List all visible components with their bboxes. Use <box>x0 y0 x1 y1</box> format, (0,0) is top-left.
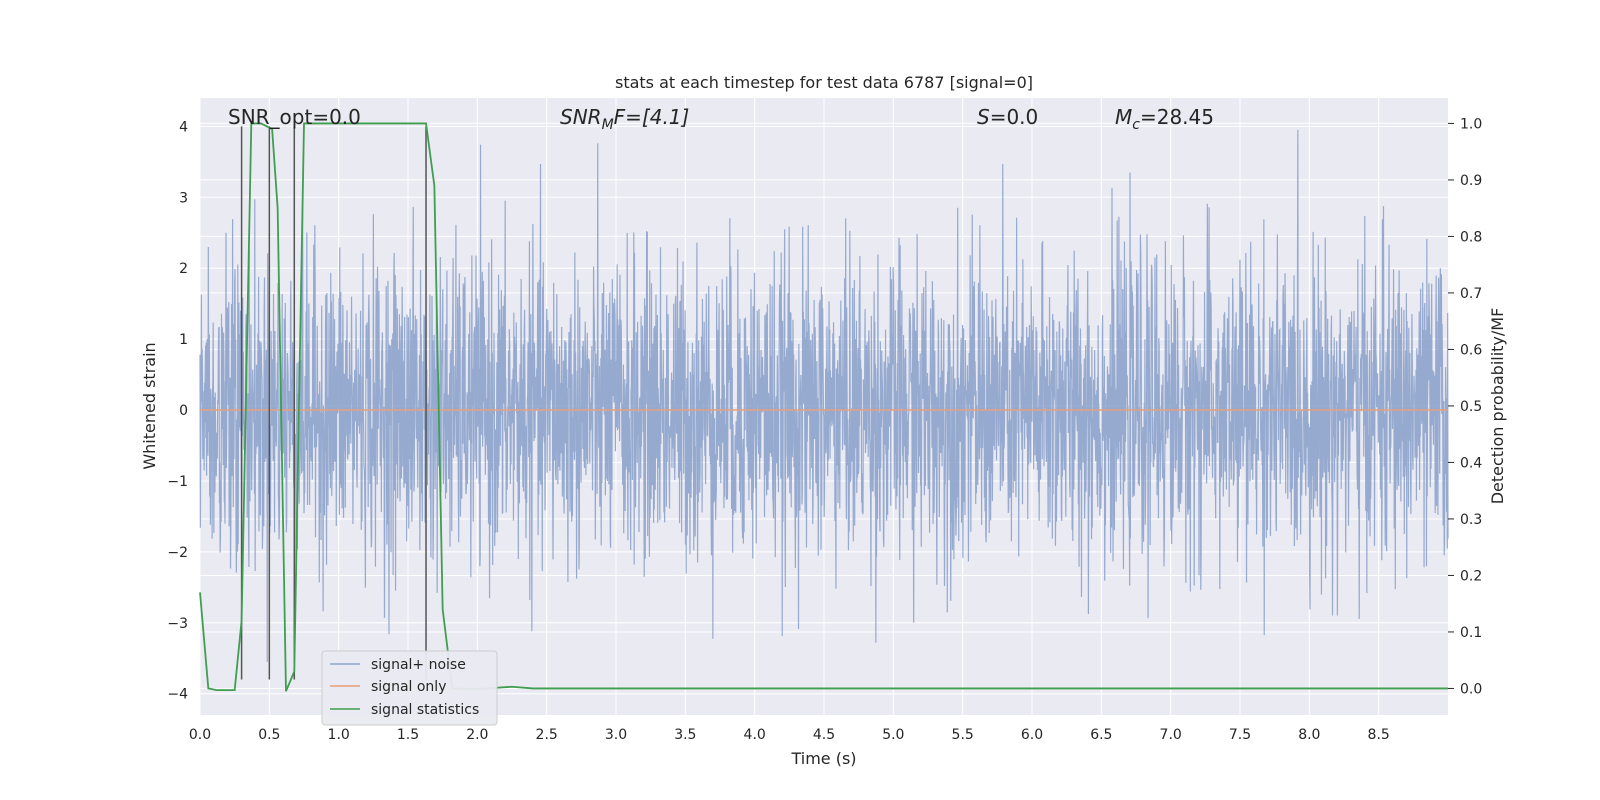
x-tick-label: 0.5 <box>258 727 280 743</box>
chart-title: stats at each timestep for test data 678… <box>615 73 1033 92</box>
x-axis-ticks: 0.0 0.5 1.0 1.5 2.0 2.5 3.0 3.5 4.0 4.5 5.0 5.5 6.0 6… <box>189 727 1390 743</box>
x-tick-label: 3.5 <box>674 727 696 743</box>
y-tick-label: 4 <box>179 119 188 135</box>
x-tick-label: 8.5 <box>1368 727 1390 743</box>
x-tick-label: 3.0 <box>605 727 627 743</box>
x-tick-label: 1.0 <box>328 727 350 743</box>
y-right-tick-label: 0.5 <box>1460 399 1482 415</box>
y-right-tick-label: 0.6 <box>1460 342 1482 358</box>
x-tick-label: 1.5 <box>397 727 419 743</box>
y-axis-ticks: 4 3 2 1 0 −1 −2 −3 −4 <box>167 119 188 702</box>
x-tick-label: 2.5 <box>536 727 558 743</box>
y-tick-label: 3 <box>179 190 188 206</box>
y-right-axis-ticks: 1.0 0.9 0.8 0.7 0.6 0.5 0.4 0.3 0.2 0.1 0.0 <box>1448 116 1482 697</box>
noise-trace <box>199 129 1449 662</box>
x-tick-label: 4.0 <box>744 727 766 743</box>
series-signal-noise <box>199 129 1449 662</box>
legend-label-signal-only: signal only <box>371 679 446 695</box>
legend-label-signal-noise: signal+ noise <box>371 657 466 673</box>
y-tick-label: −2 <box>167 545 188 561</box>
y-right-tick-label: 0.8 <box>1460 229 1482 245</box>
y-tick-label: 0 <box>179 403 188 419</box>
y-right-tick-label: 0.3 <box>1460 512 1482 528</box>
y-right-tick-label: 0.9 <box>1460 173 1482 189</box>
series-signal-statistics <box>199 122 1448 692</box>
legend-label-signal-statistics: signal statistics <box>371 702 479 718</box>
y-right-axis-label: Detection probability/MF <box>1488 308 1507 505</box>
annotation-mc: Mc=28.45 <box>1115 105 1214 133</box>
x-tick-label: 4.5 <box>813 727 835 743</box>
y-tick-label: 1 <box>179 332 188 348</box>
y-right-tick-label: 1.0 <box>1460 116 1482 132</box>
x-axis-label: Time (s) <box>790 749 856 768</box>
x-tick-label: 7.5 <box>1229 727 1251 743</box>
x-tick-label: 6.5 <box>1090 727 1112 743</box>
y-tick-label: 2 <box>179 261 188 277</box>
y-tick-label: −4 <box>167 687 188 703</box>
statistics-trace <box>199 122 1448 692</box>
y-tick-label: −1 <box>167 474 188 490</box>
x-tick-label: 7.0 <box>1160 727 1182 743</box>
y-right-tick-label: 0.0 <box>1460 681 1482 697</box>
y-tick-label: −3 <box>167 616 188 632</box>
y-right-tick-label: 0.4 <box>1460 455 1482 471</box>
legend-box <box>321 650 498 726</box>
x-tick-label: 5.5 <box>952 727 974 743</box>
y-right-tick-label: 0.1 <box>1460 625 1482 641</box>
y-axis-label: Whitened strain <box>140 342 159 469</box>
y-right-tick-label: 0.7 <box>1460 286 1482 302</box>
vertical-markers <box>240 126 427 680</box>
x-tick-label: 8.0 <box>1298 727 1320 743</box>
x-tick-label: 6.0 <box>1021 727 1043 743</box>
x-tick-label: 0.0 <box>189 727 211 743</box>
x-tick-label: 2.0 <box>466 727 488 743</box>
y-right-tick-label: 0.2 <box>1460 568 1482 584</box>
x-tick-label: 5.0 <box>882 727 904 743</box>
legend: signal+ noise signal only signal statist… <box>321 650 498 726</box>
annotation-snr-mf: SNRMF=[4.1] <box>560 105 689 133</box>
annotation-snr-opt: SNR_opt=0.0 <box>228 105 361 129</box>
annotation-s: S=0.0 <box>977 105 1038 129</box>
